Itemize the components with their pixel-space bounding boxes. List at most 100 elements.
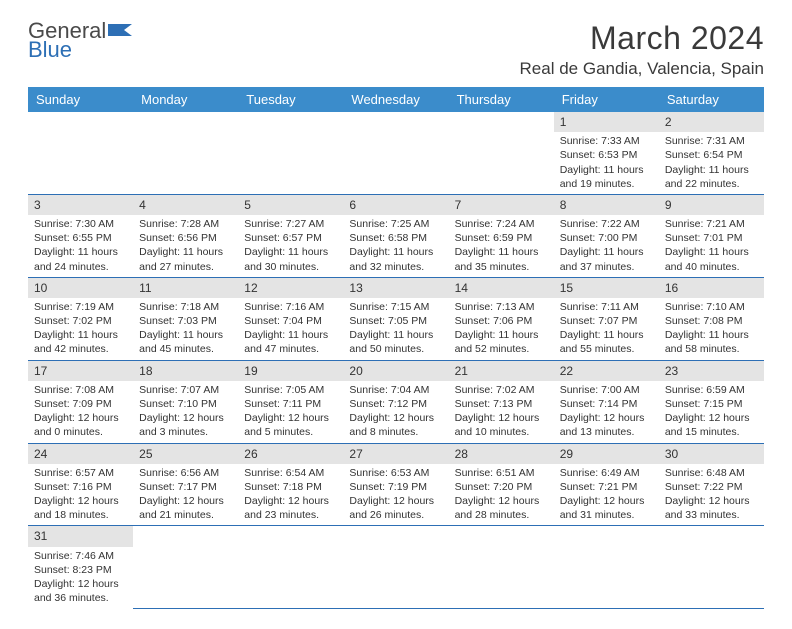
weekday-header: Friday [554, 87, 659, 112]
calendar-cell: 4Sunrise: 7:28 AMSunset: 6:56 PMDaylight… [133, 194, 238, 277]
day-info: Sunrise: 6:48 AMSunset: 7:22 PMDaylight:… [665, 466, 758, 523]
day-info: Sunrise: 7:15 AMSunset: 7:05 PMDaylight:… [349, 300, 442, 357]
daylight-line: Daylight: 11 hours and 52 minutes. [455, 328, 548, 356]
sunrise-line: Sunrise: 7:07 AM [139, 383, 232, 397]
sunrise-line: Sunrise: 7:31 AM [665, 134, 758, 148]
weekday-header: Tuesday [238, 87, 343, 112]
calendar-cell-empty [449, 526, 554, 608]
calendar-cell-empty [449, 112, 554, 194]
sunset-line: Sunset: 7:01 PM [665, 231, 758, 245]
calendar-cell: 11Sunrise: 7:18 AMSunset: 7:03 PMDayligh… [133, 277, 238, 360]
day-info: Sunrise: 7:05 AMSunset: 7:11 PMDaylight:… [244, 383, 337, 440]
calendar-cell: 9Sunrise: 7:21 AMSunset: 7:01 PMDaylight… [659, 194, 764, 277]
location: Real de Gandia, Valencia, Spain [520, 59, 764, 79]
sunrise-line: Sunrise: 6:49 AM [560, 466, 653, 480]
calendar-cell: 27Sunrise: 6:53 AMSunset: 7:19 PMDayligh… [343, 443, 448, 526]
daylight-line: Daylight: 12 hours and 3 minutes. [139, 411, 232, 439]
sunrise-line: Sunrise: 6:54 AM [244, 466, 337, 480]
daylight-line: Daylight: 11 hours and 35 minutes. [455, 245, 548, 273]
sunset-line: Sunset: 7:03 PM [139, 314, 232, 328]
month-title: March 2024 [520, 20, 764, 57]
calendar-cell: 8Sunrise: 7:22 AMSunset: 7:00 PMDaylight… [554, 194, 659, 277]
sunset-line: Sunset: 7:18 PM [244, 480, 337, 494]
logo: General Blue [28, 20, 134, 61]
calendar-row: 10Sunrise: 7:19 AMSunset: 7:02 PMDayligh… [28, 277, 764, 360]
sunrise-line: Sunrise: 7:27 AM [244, 217, 337, 231]
sunset-line: Sunset: 7:07 PM [560, 314, 653, 328]
day-info: Sunrise: 7:28 AMSunset: 6:56 PMDaylight:… [139, 217, 232, 274]
day-number: 23 [659, 361, 764, 381]
sunset-line: Sunset: 7:13 PM [455, 397, 548, 411]
daylight-line: Daylight: 11 hours and 24 minutes. [34, 245, 127, 273]
day-info: Sunrise: 7:08 AMSunset: 7:09 PMDaylight:… [34, 383, 127, 440]
day-info: Sunrise: 6:59 AMSunset: 7:15 PMDaylight:… [665, 383, 758, 440]
sunrise-line: Sunrise: 7:13 AM [455, 300, 548, 314]
daylight-line: Daylight: 11 hours and 50 minutes. [349, 328, 442, 356]
weekday-row: Sunday Monday Tuesday Wednesday Thursday… [28, 87, 764, 112]
sunrise-line: Sunrise: 7:11 AM [560, 300, 653, 314]
sunset-line: Sunset: 6:58 PM [349, 231, 442, 245]
day-info: Sunrise: 7:11 AMSunset: 7:07 PMDaylight:… [560, 300, 653, 357]
day-number: 7 [449, 195, 554, 215]
sunrise-line: Sunrise: 7:33 AM [560, 134, 653, 148]
daylight-line: Daylight: 12 hours and 0 minutes. [34, 411, 127, 439]
header: General Blue March 2024 Real de Gandia, … [28, 20, 764, 79]
calendar-row: 31Sunrise: 7:46 AMSunset: 8:23 PMDayligh… [28, 526, 764, 608]
sunrise-line: Sunrise: 7:21 AM [665, 217, 758, 231]
daylight-line: Daylight: 11 hours and 42 minutes. [34, 328, 127, 356]
calendar-cell: 28Sunrise: 6:51 AMSunset: 7:20 PMDayligh… [449, 443, 554, 526]
day-info: Sunrise: 7:00 AMSunset: 7:14 PMDaylight:… [560, 383, 653, 440]
sunset-line: Sunset: 7:11 PM [244, 397, 337, 411]
calendar-cell-empty [238, 112, 343, 194]
calendar-table: Sunday Monday Tuesday Wednesday Thursday… [28, 87, 764, 609]
day-number: 30 [659, 444, 764, 464]
day-number: 13 [343, 278, 448, 298]
daylight-line: Daylight: 11 hours and 32 minutes. [349, 245, 442, 273]
daylight-line: Daylight: 12 hours and 23 minutes. [244, 494, 337, 522]
daylight-line: Daylight: 11 hours and 55 minutes. [560, 328, 653, 356]
calendar-tbody: 1Sunrise: 7:33 AMSunset: 6:53 PMDaylight… [28, 112, 764, 608]
daylight-line: Daylight: 12 hours and 15 minutes. [665, 411, 758, 439]
sunrise-line: Sunrise: 7:15 AM [349, 300, 442, 314]
calendar-cell: 23Sunrise: 6:59 AMSunset: 7:15 PMDayligh… [659, 360, 764, 443]
sunset-line: Sunset: 7:17 PM [139, 480, 232, 494]
calendar-cell: 3Sunrise: 7:30 AMSunset: 6:55 PMDaylight… [28, 194, 133, 277]
sunset-line: Sunset: 6:54 PM [665, 148, 758, 162]
day-number: 4 [133, 195, 238, 215]
calendar-cell-empty [343, 112, 448, 194]
calendar-row: 3Sunrise: 7:30 AMSunset: 6:55 PMDaylight… [28, 194, 764, 277]
day-number: 6 [343, 195, 448, 215]
day-number: 22 [554, 361, 659, 381]
weekday-header: Saturday [659, 87, 764, 112]
sunrise-line: Sunrise: 7:46 AM [34, 549, 127, 563]
calendar-cell-empty [343, 526, 448, 608]
day-number: 24 [28, 444, 133, 464]
sunset-line: Sunset: 7:22 PM [665, 480, 758, 494]
sunrise-line: Sunrise: 7:24 AM [455, 217, 548, 231]
sunset-line: Sunset: 6:59 PM [455, 231, 548, 245]
day-info: Sunrise: 6:54 AMSunset: 7:18 PMDaylight:… [244, 466, 337, 523]
calendar-cell: 5Sunrise: 7:27 AMSunset: 6:57 PMDaylight… [238, 194, 343, 277]
sunset-line: Sunset: 6:53 PM [560, 148, 653, 162]
day-info: Sunrise: 7:18 AMSunset: 7:03 PMDaylight:… [139, 300, 232, 357]
day-info: Sunrise: 6:57 AMSunset: 7:16 PMDaylight:… [34, 466, 127, 523]
calendar-cell-empty [28, 112, 133, 194]
calendar-cell: 7 Sunrise: 7:24 AMSunset: 6:59 PMDaylight… [449, 194, 554, 277]
calendar-cell: 12Sunrise: 7:16 AMSunset: 7:04 PMDayligh… [238, 277, 343, 360]
day-number: 3 [28, 195, 133, 215]
calendar-cell: 25Sunrise: 6:56 AMSunset: 7:17 PMDayligh… [133, 443, 238, 526]
daylight-line: Daylight: 11 hours and 47 minutes. [244, 328, 337, 356]
sunset-line: Sunset: 7:14 PM [560, 397, 653, 411]
sunset-line: Sunset: 7:20 PM [455, 480, 548, 494]
calendar-row: 1Sunrise: 7:33 AMSunset: 6:53 PMDaylight… [28, 112, 764, 194]
day-number: 19 [238, 361, 343, 381]
sunrise-line: Sunrise: 7:18 AM [139, 300, 232, 314]
sunset-line: Sunset: 6:57 PM [244, 231, 337, 245]
calendar-cell-empty [133, 526, 238, 608]
day-info: Sunrise: 7:13 AMSunset: 7:06 PMDaylight:… [455, 300, 548, 357]
sunrise-line: Sunrise: 7:16 AM [244, 300, 337, 314]
daylight-line: Daylight: 12 hours and 36 minutes. [34, 577, 127, 605]
day-info: Sunrise: 7:31 AMSunset: 6:54 PMDaylight:… [665, 134, 758, 191]
day-number: 25 [133, 444, 238, 464]
logo-text-wrap: General Blue [28, 20, 134, 61]
